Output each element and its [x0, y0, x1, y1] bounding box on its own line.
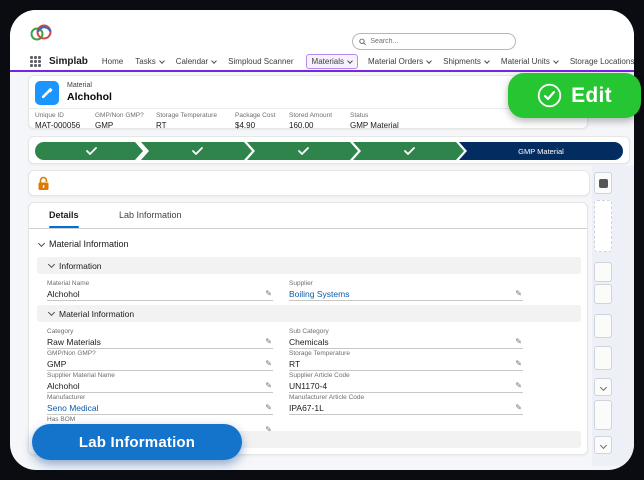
- app-name[interactable]: Simplab: [49, 56, 88, 67]
- nav-item-material-units[interactable]: Material Units: [501, 57, 559, 66]
- record-detail-card: Details Lab Information Material Informa…: [28, 202, 588, 455]
- section-material-information[interactable]: Material Information: [37, 239, 129, 249]
- right-panel-card[interactable]: [594, 284, 612, 304]
- material-object-icon: [35, 81, 59, 105]
- path-step-1[interactable]: [35, 142, 143, 160]
- record-entity-label: Material: [67, 82, 92, 89]
- app-nav: Simplab Home Tasks Calendar Simploud Sca…: [10, 53, 634, 72]
- tab-bar: Details Lab Information: [29, 203, 587, 229]
- edit-pencil-icon[interactable]: ✎: [515, 381, 522, 390]
- cloud-logo-icon: [30, 24, 52, 41]
- tab-details[interactable]: Details: [49, 210, 79, 228]
- field-gmp-non-gmp: GMP/Non GMP? GMP ✎: [47, 349, 273, 371]
- edit-pencil-icon[interactable]: ✎: [265, 289, 272, 298]
- information-field-grid: Material Name Alchohol ✎ Supplier Boilin…: [47, 279, 523, 301]
- header-field-package-cost: Package Cost $4.90: [235, 112, 276, 130]
- path-step-4[interactable]: [353, 142, 464, 160]
- field-supplier-article-code: Supplier Article Code UN1170-4 ✎: [289, 371, 523, 393]
- edit-pencil-icon[interactable]: ✎: [515, 359, 522, 368]
- record-title: Alchohol: [67, 91, 112, 103]
- chevron-down-icon: [426, 57, 432, 64]
- chevron-down-icon: [484, 57, 490, 64]
- app-launcher-icon[interactable]: [30, 56, 41, 67]
- search-icon: [359, 38, 366, 45]
- edit-pencil-icon[interactable]: ✎: [265, 381, 272, 390]
- chevron-down-icon: [347, 57, 353, 64]
- chevron-down-icon: [599, 383, 607, 392]
- path-step-current[interactable]: GMP Material: [459, 142, 623, 160]
- check-icon: [404, 147, 415, 155]
- manufacturer-link[interactable]: Seno Medical: [47, 402, 99, 413]
- right-panel-card[interactable]: [594, 378, 612, 396]
- supplier-link[interactable]: Boiling Systems: [289, 288, 350, 299]
- nav-item-shipments[interactable]: Shipments: [443, 57, 490, 66]
- record-header-card: Material Alchohol Unique ID MAT-000056 GM…: [28, 75, 588, 130]
- check-icon: [192, 147, 203, 155]
- tab-lab-information[interactable]: Lab Information: [119, 210, 182, 220]
- right-rail: [592, 166, 634, 466]
- edit-pencil-icon[interactable]: ✎: [515, 403, 522, 412]
- chevron-down-icon: [211, 57, 218, 64]
- chevron-down-icon: [158, 57, 165, 64]
- lab-information-button[interactable]: Lab Information: [32, 424, 242, 460]
- lab-button-label: Lab Information: [78, 433, 196, 451]
- subsection-material-information[interactable]: Material Information: [37, 305, 581, 322]
- edit-pencil-icon[interactable]: ✎: [265, 403, 272, 412]
- global-search: [352, 33, 516, 50]
- field-manufacturer-article-code: Manufacturer Article Code IPA67-1L ✎: [289, 393, 523, 415]
- header-field-storage-temperature: Storage Temperature RT: [156, 112, 217, 130]
- edit-pencil-icon[interactable]: ✎: [265, 359, 272, 368]
- nav-item-materials[interactable]: Materials: [305, 54, 358, 69]
- divider: [29, 108, 587, 109]
- edit-button-label: Edit: [571, 83, 612, 107]
- right-panel-card[interactable]: [594, 172, 612, 194]
- check-circle-icon: [537, 83, 562, 108]
- nav-item-simploud-scanner[interactable]: Simploud Scanner: [228, 57, 294, 66]
- field-sub-category: Sub Category Chemicals ✎: [289, 327, 523, 349]
- path-step-2[interactable]: [141, 142, 252, 160]
- path-assistant: GMP Material: [28, 136, 630, 164]
- header-field-status: Status GMP Material: [350, 112, 399, 130]
- chevron-down-icon: [37, 239, 46, 247]
- global-search-input[interactable]: [370, 38, 509, 45]
- lock-icon: [38, 176, 49, 190]
- chevron-down-icon: [47, 260, 56, 269]
- chevron-down-icon: [47, 308, 56, 317]
- edit-pencil-icon[interactable]: ✎: [515, 289, 522, 298]
- right-panel-card[interactable]: [594, 346, 612, 370]
- field-supplier: Supplier Boiling Systems ✎: [289, 279, 523, 301]
- path-current-label: GMP Material: [518, 147, 564, 156]
- edit-pencil-icon[interactable]: ✎: [265, 425, 272, 434]
- check-icon: [298, 147, 309, 155]
- field-supplier-material-name: Supplier Material Name Alchohol ✎: [47, 371, 273, 393]
- edit-button[interactable]: Edit: [508, 73, 641, 118]
- right-panel-card[interactable]: [594, 314, 612, 338]
- header-field-unique-id: Unique ID MAT-000056: [35, 112, 81, 130]
- nav-item-tasks[interactable]: Tasks: [135, 57, 165, 66]
- field-category: Category Raw Materials ✎: [47, 327, 273, 349]
- right-panel-card[interactable]: [594, 200, 612, 252]
- right-panel-card[interactable]: [594, 400, 612, 430]
- field-manufacturer: Manufacturer Seno Medical ✎: [47, 393, 273, 415]
- chevron-down-icon: [552, 57, 559, 64]
- chevron-down-icon: [599, 441, 607, 450]
- subsection-information[interactable]: Information: [37, 257, 581, 274]
- field-storage-temperature: Storage Temperature RT ✎: [289, 349, 523, 371]
- right-panel-card[interactable]: [594, 436, 612, 454]
- nav-item-home[interactable]: Home: [101, 57, 124, 66]
- material-information-field-grid: Category Raw Materials ✎ Sub Category Ch…: [47, 327, 523, 437]
- nav-item-calendar[interactable]: Calendar: [176, 57, 218, 66]
- edit-pencil-icon[interactable]: ✎: [265, 337, 272, 346]
- edit-pencil-icon[interactable]: ✎: [515, 337, 522, 346]
- header-field-stored-amount: Stored Amount 160.00: [289, 112, 332, 130]
- header-field-gmp: GMP/Non GMP? GMP: [95, 112, 144, 130]
- nav-item-storage-locations[interactable]: Storage Locations: [570, 57, 634, 66]
- nav-item-material-orders[interactable]: Material Orders: [368, 57, 432, 66]
- record-lock-banner: [28, 170, 590, 196]
- right-panel-card[interactable]: [594, 262, 612, 282]
- check-icon: [86, 147, 97, 155]
- path-step-3[interactable]: [247, 142, 358, 160]
- field-material-name: Material Name Alchohol ✎: [47, 279, 273, 301]
